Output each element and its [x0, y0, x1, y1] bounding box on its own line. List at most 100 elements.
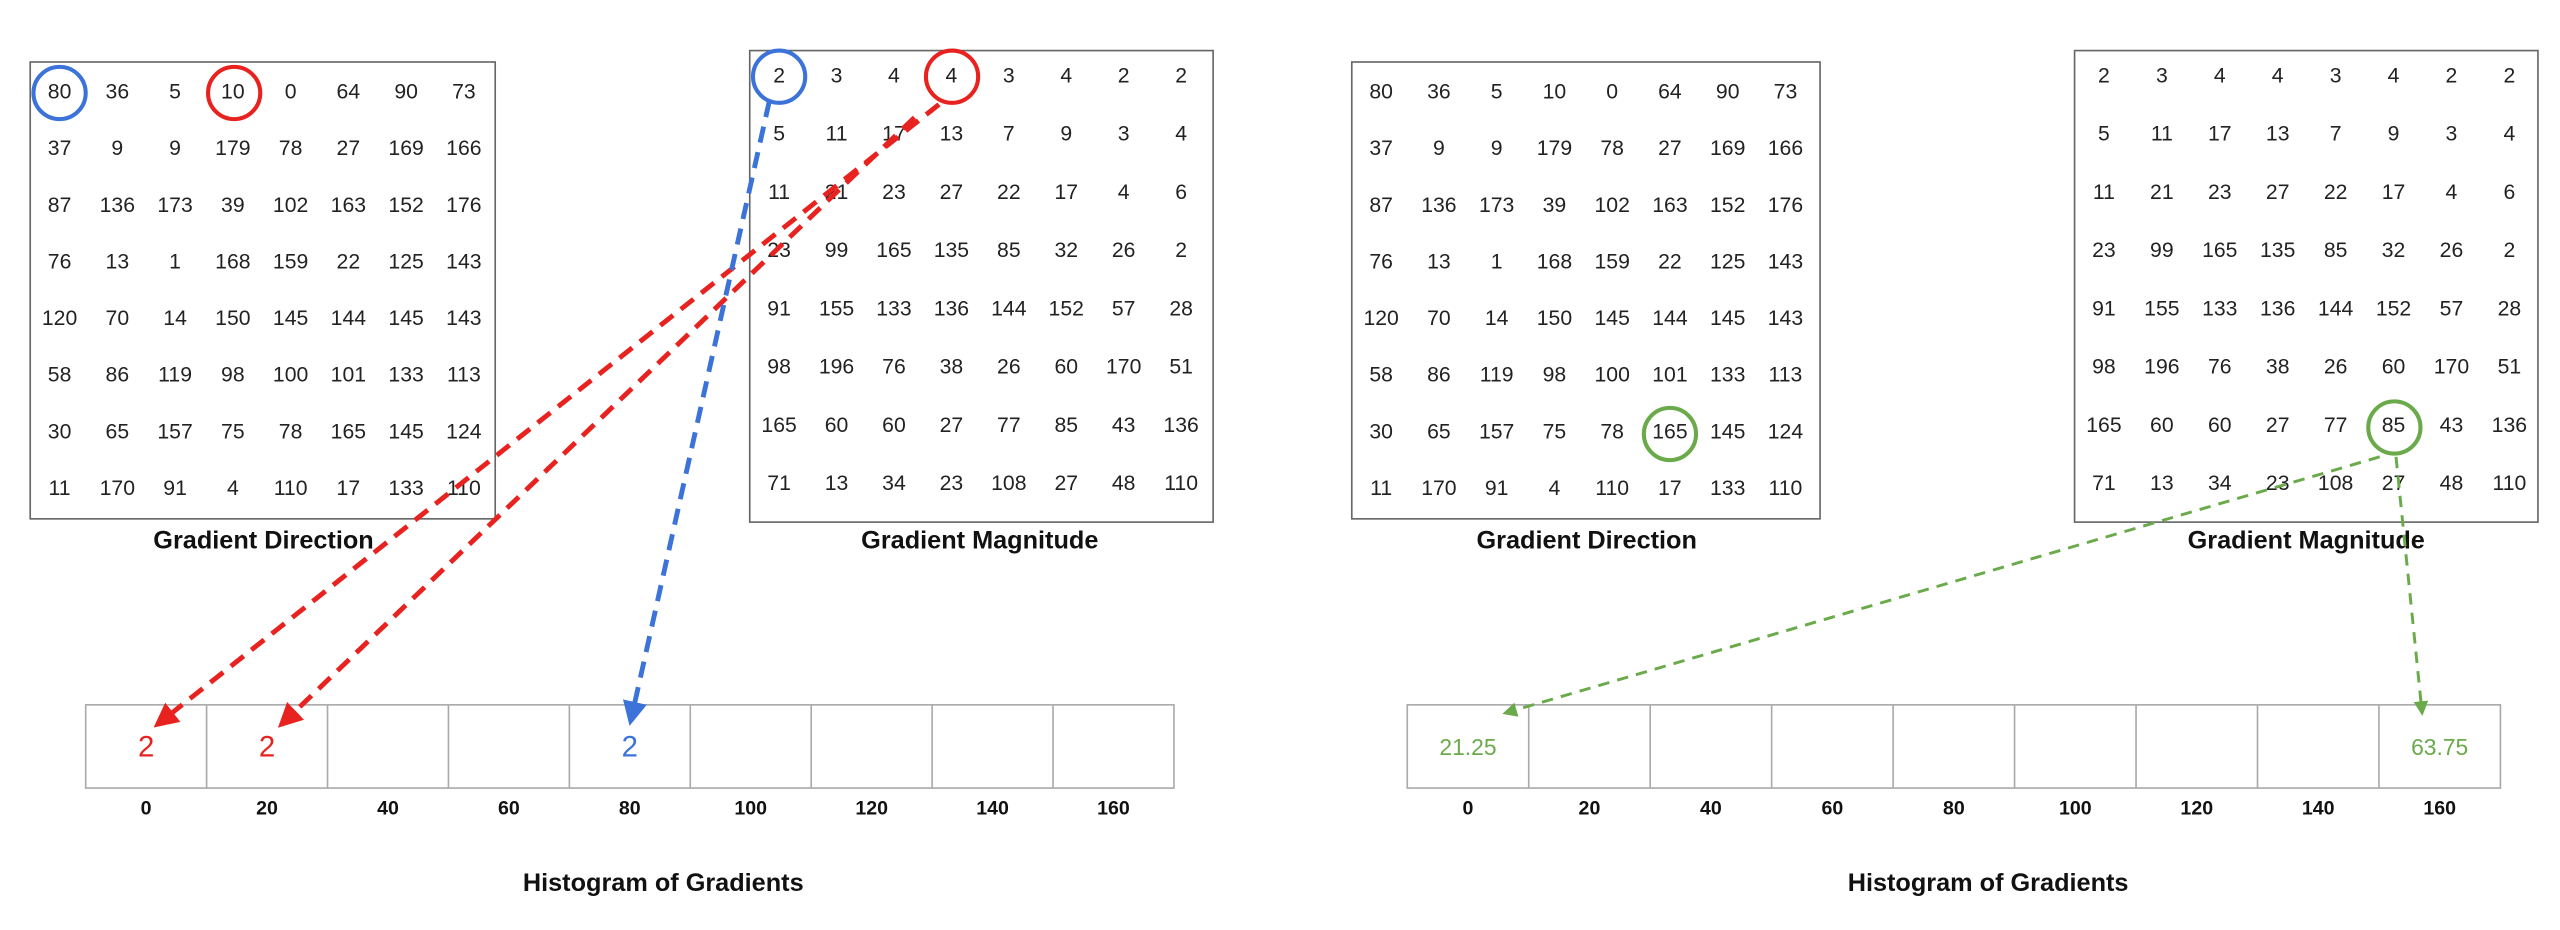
matrix-cell: 120 — [42, 307, 77, 330]
matrix-cell: 14 — [1485, 307, 1509, 330]
matrix-cell: 7 — [1003, 123, 1015, 146]
matrix-cell: 5 — [1491, 81, 1503, 104]
matrix-cell: 150 — [215, 307, 250, 330]
matrix-cell: 143 — [446, 307, 481, 330]
matrix-cell: 11 — [2151, 123, 2173, 146]
matrix-cell: 27 — [337, 137, 361, 160]
matrix-cell: 165 — [1652, 420, 1687, 443]
matrix-cell: 27 — [2266, 181, 2290, 204]
matrix-cell: 170 — [100, 477, 135, 500]
matrix-cell: 87 — [48, 194, 72, 217]
matrix-cell: 3 — [2446, 123, 2458, 146]
matrix-cell: 60 — [825, 414, 849, 437]
matrix-cell: 76 — [2208, 356, 2232, 379]
matrix-cell: 70 — [106, 307, 130, 330]
matrix-cell: 143 — [1768, 307, 1803, 330]
bin-label: 160 — [2423, 797, 2456, 819]
matrix-cell: 71 — [2092, 472, 2116, 495]
matrix-cell: 176 — [1768, 194, 1803, 217]
matrix-cell: 110 — [1164, 472, 1198, 495]
bin-value: 21.25 — [1439, 734, 1496, 760]
matrix-cell: 39 — [1543, 194, 1567, 217]
matrix-cell: 76 — [882, 356, 906, 379]
matrix-cell: 11 — [826, 123, 848, 146]
matrix-cell: 2 — [1175, 239, 1187, 262]
bin-label: 160 — [1097, 797, 1130, 819]
matrix-cell: 38 — [940, 356, 964, 379]
matrix-cell: 26 — [997, 356, 1021, 379]
matrix-cell: 168 — [215, 250, 250, 273]
matrix-cell: 60 — [1054, 356, 1078, 379]
matrix-cell: 108 — [2318, 472, 2353, 495]
matrix-cell: 37 — [1369, 137, 1393, 160]
matrix-cell: 13 — [106, 250, 130, 273]
matrix-cell: 110 — [447, 477, 481, 500]
matrix-cell: 28 — [2498, 297, 2522, 320]
matrix-cell: 152 — [1710, 194, 1745, 217]
matrix-cell: 21 — [2150, 181, 2174, 204]
highlight-circle — [750, 48, 808, 105]
matrix-cell: 60 — [2382, 356, 2406, 379]
bin-label: 120 — [855, 797, 888, 819]
matrix-cell: 58 — [1369, 364, 1393, 387]
matrix-cell: 2 — [1175, 64, 1187, 87]
matrix-cell: 26 — [1112, 239, 1136, 262]
matrix-cell: 27 — [940, 181, 964, 204]
matrix-cell: 159 — [273, 250, 308, 273]
matrix-cell: 17 — [2208, 123, 2232, 146]
matrix-cell: 173 — [157, 194, 192, 217]
matrix-cell: 124 — [446, 420, 482, 443]
matrix-cell: 27 — [940, 414, 964, 437]
matrix-cell: 2 — [2503, 239, 2515, 262]
matrix-cell: 133 — [1710, 364, 1745, 387]
matrix-title: Gradient Magnitude — [861, 526, 1098, 554]
matrix-cell: 4 — [1175, 123, 1187, 146]
matrix-cell: 135 — [2260, 239, 2295, 262]
matrix-cell: 80 — [1369, 81, 1393, 104]
matrix-title: Gradient Direction — [1477, 526, 1697, 554]
matrix-cell: 22 — [337, 250, 361, 273]
matrix-cell: 165 — [761, 414, 796, 437]
matrix-cell: 13 — [1427, 250, 1451, 273]
matrix-cell: 60 — [2150, 414, 2174, 437]
matrix-cell: 119 — [158, 364, 192, 387]
matrix-cell: 85 — [997, 239, 1021, 262]
matrix-cell: 136 — [1421, 194, 1456, 217]
matrix-cell: 133 — [388, 477, 423, 500]
matrix-cell: 78 — [1600, 137, 1624, 160]
matrix-cell: 163 — [1652, 194, 1687, 217]
bin-label: 0 — [141, 797, 152, 819]
matrix-cell: 4 — [888, 64, 900, 87]
matrix-cell: 87 — [1369, 194, 1393, 217]
highlight-circle — [31, 64, 88, 122]
matrix-cell: 0 — [1606, 81, 1618, 104]
matrix-cell: 91 — [767, 297, 791, 320]
matrix-cell: 4 — [2272, 64, 2284, 87]
matrix-cell: 155 — [819, 297, 854, 320]
bin-value: 63.75 — [2411, 734, 2468, 760]
matrix-cell: 22 — [2324, 181, 2348, 204]
matrix-cell: 9 — [1060, 123, 1072, 146]
matrix-cell: 13 — [2150, 472, 2174, 495]
matrix-cell: 27 — [2266, 414, 2290, 437]
matrix-cell: 196 — [2144, 356, 2179, 379]
matrix-cell: 77 — [997, 414, 1021, 437]
matrix-cell: 157 — [157, 420, 192, 443]
highlight-circle — [923, 48, 981, 105]
matrix-cell: 145 — [388, 307, 423, 330]
matrix-cell: 196 — [819, 356, 854, 379]
matrix-cell: 144 — [991, 297, 1027, 320]
matrix-cell: 165 — [2086, 414, 2121, 437]
bin-label: 140 — [976, 797, 1009, 819]
matrix-cell: 6 — [1175, 181, 1187, 204]
matrix-cell: 3 — [1003, 64, 1015, 87]
matrix-cell: 22 — [997, 181, 1021, 204]
dashed-arrow — [2394, 456, 2429, 716]
matrix-cell: 176 — [446, 194, 481, 217]
matrix-cell: 27 — [1658, 137, 1682, 160]
matrix-cell: 4 — [227, 477, 239, 500]
matrix-cell: 170 — [2434, 356, 2469, 379]
histogram-box — [1406, 704, 2502, 789]
